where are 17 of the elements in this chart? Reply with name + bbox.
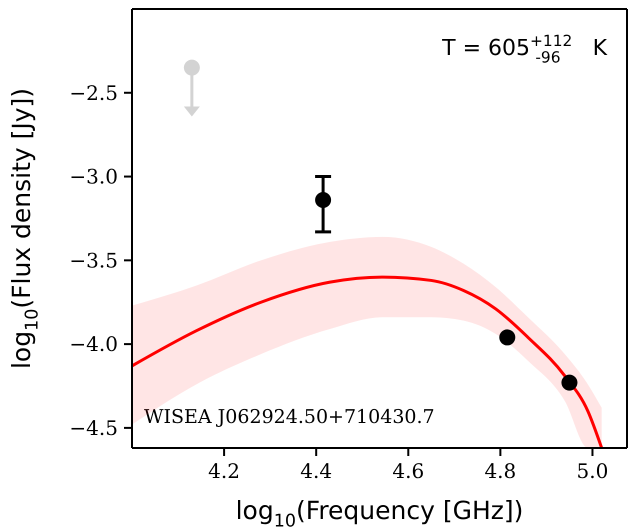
x-axis-title: log$_{10}$(Frequency [GHz])	[236, 496, 524, 531]
y-tick-label: −4.5	[69, 416, 118, 440]
x-tick-label: 4.2	[208, 459, 240, 484]
point	[184, 60, 200, 76]
x-tick-label: 5.0	[576, 459, 608, 484]
y-tick-label: −3.5	[69, 248, 118, 272]
y-tick-label: −3.0	[69, 164, 118, 189]
annotation: WISEA J062924.50+710430.7	[144, 406, 435, 428]
x-tick-label: 4.8	[484, 459, 516, 484]
point	[315, 192, 332, 208]
y-tick-label: −4.0	[69, 332, 118, 356]
point	[499, 329, 516, 346]
x-tick-label: 4.6	[392, 459, 424, 484]
point	[561, 374, 578, 391]
line-series	[132, 276, 604, 448]
y-tick-label: −2.5	[69, 80, 118, 105]
x-tick-label: 4.4	[300, 459, 332, 484]
